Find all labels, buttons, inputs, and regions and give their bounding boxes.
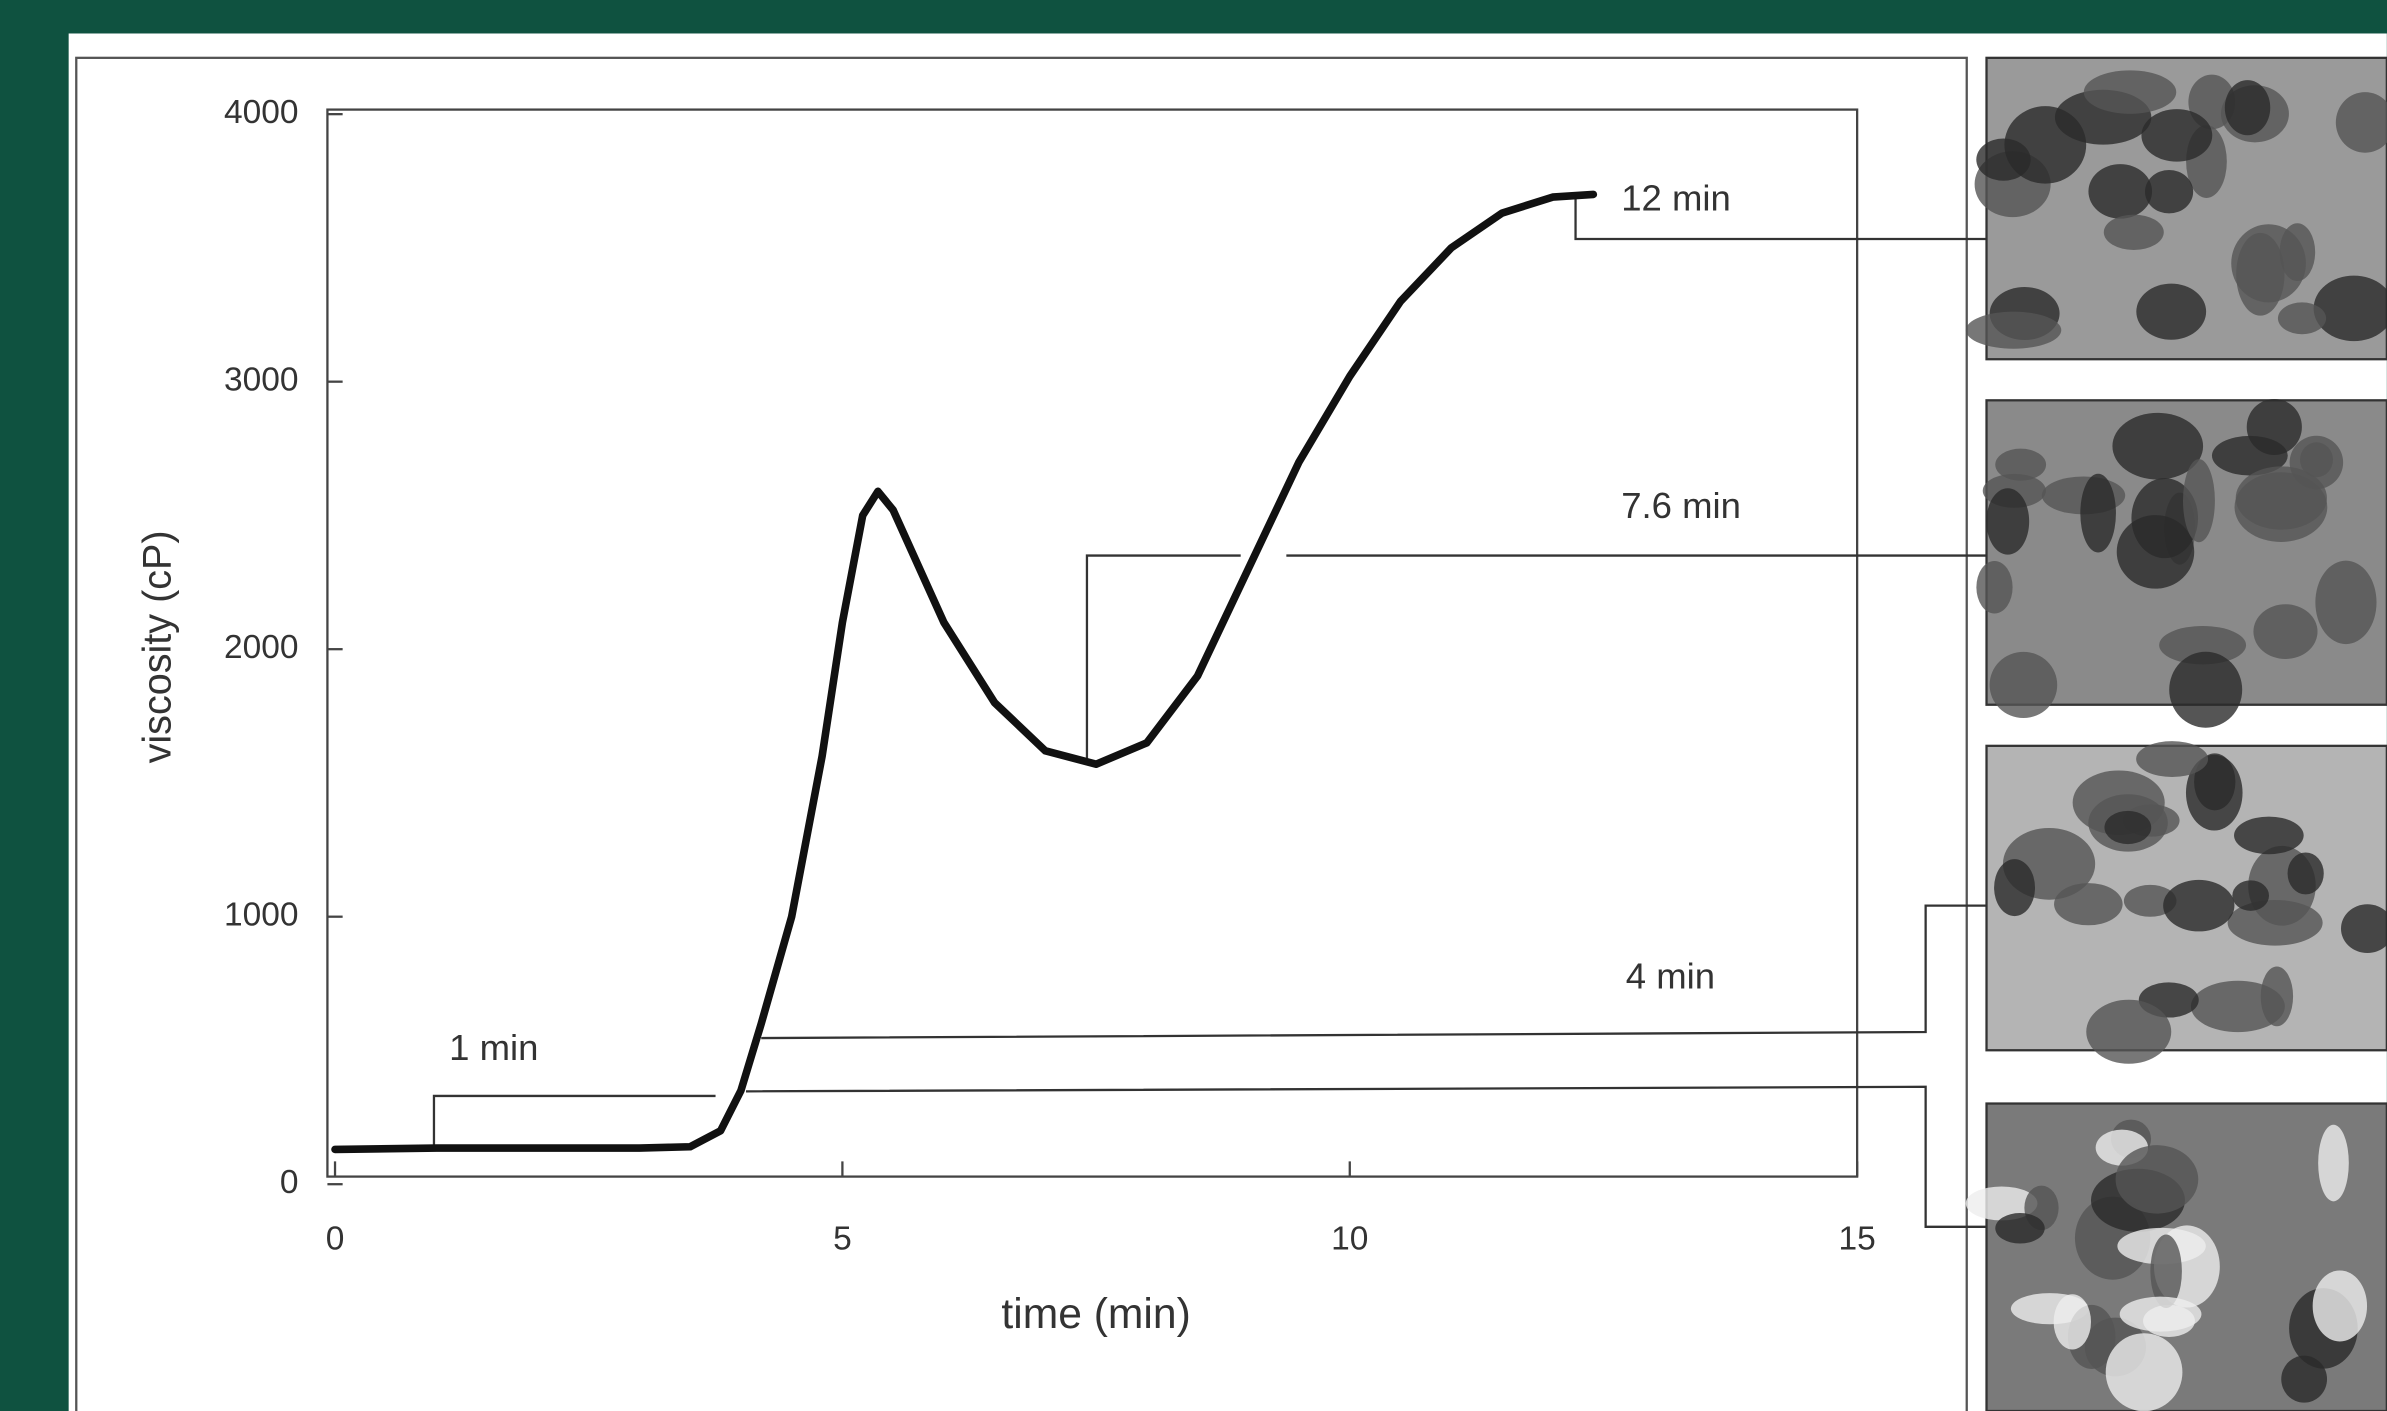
x-axis-label: time (min) xyxy=(1001,1290,1190,1338)
micrograph-blob xyxy=(2136,741,2209,777)
micrograph-blob xyxy=(2104,810,2152,845)
viscosity-line xyxy=(331,190,1598,1154)
micrograph-blob xyxy=(1989,651,2058,719)
annotation: 4 min xyxy=(1626,955,1715,996)
micrograph-blob xyxy=(2136,283,2207,340)
micrograph-blob xyxy=(2312,1270,2368,1342)
leader-7-6min xyxy=(1085,554,1241,762)
x-tick-label: 0 xyxy=(326,1220,345,1257)
x-tick-label: 5 xyxy=(833,1220,852,1257)
annotation: 7.6 min xyxy=(1621,485,1741,526)
micrograph-blob xyxy=(1976,560,2013,614)
micrograph-blob xyxy=(2053,1294,2091,1350)
y-axis-label: viscosity (cP) xyxy=(135,530,179,763)
plot-frame xyxy=(326,108,1859,1178)
micrograph-blob xyxy=(2232,880,2270,911)
micrograph-blob xyxy=(2123,884,2177,917)
micrograph-blob xyxy=(2159,625,2247,665)
micrograph-blob xyxy=(1976,138,2031,181)
micrograph-blob xyxy=(2112,412,2204,480)
leader-1min xyxy=(432,1094,716,1150)
x-tick-label: 15 xyxy=(1839,1220,1876,1257)
micrograph-blob xyxy=(2115,1145,2199,1214)
annotation: 12 min xyxy=(1621,178,1731,219)
micrograph-blob xyxy=(1965,311,2062,349)
micrograph-blob xyxy=(2277,302,2327,335)
micrograph-blob xyxy=(2054,883,2123,926)
micrograph-blob xyxy=(2335,92,2387,153)
leader-4min xyxy=(761,904,1987,1040)
micrograph-blob xyxy=(2211,435,2288,476)
micrograph-blob xyxy=(2119,1296,2202,1332)
leader-1min-right xyxy=(745,1085,1987,1228)
leader-lines xyxy=(432,194,1987,1228)
x-tick-label: 10 xyxy=(1331,1220,1368,1257)
figure-frame xyxy=(75,56,1968,1411)
micrograph-blob xyxy=(2150,1234,2182,1309)
micrograph-blob xyxy=(1995,1213,2045,1244)
micrograph-blob xyxy=(2227,899,2323,946)
micrograph-blob xyxy=(2083,70,2177,114)
micrograph-blob xyxy=(1995,448,2047,481)
micrograph-blob xyxy=(2088,164,2153,219)
micrograph-blob xyxy=(2141,109,2213,162)
micrograph-blob xyxy=(2190,980,2285,1033)
micrograph-blob xyxy=(2281,1355,2328,1403)
leader-12min xyxy=(1574,194,1987,241)
y-tick-label: 1000 xyxy=(224,897,298,934)
micrograph-blob xyxy=(2234,816,2304,855)
micrograph-blob xyxy=(1994,859,2036,917)
y-tick-label: 0 xyxy=(280,1164,299,1201)
y-tick-label: 2000 xyxy=(224,629,298,666)
micrograph-blob xyxy=(2341,904,2387,954)
micrograph-blob xyxy=(2315,560,2377,645)
micrograph-blob xyxy=(2145,170,2194,214)
y-tick-label: 4000 xyxy=(224,94,298,131)
micrograph-blob xyxy=(2103,214,2164,250)
micrograph-blob xyxy=(2080,473,2116,553)
y-tick-label: 3000 xyxy=(224,362,298,399)
annotation: 1 min xyxy=(449,1027,538,1068)
micrograph-blob xyxy=(1965,1186,2038,1221)
micrograph-blob xyxy=(2183,459,2215,543)
micrograph-blob xyxy=(2185,754,2243,831)
micrograph-blob xyxy=(2287,852,2324,895)
micrograph-blob xyxy=(2116,515,2195,589)
micrograph-blob xyxy=(2231,224,2306,303)
micrograph-blob xyxy=(1986,488,2030,555)
micrograph-blob xyxy=(2253,604,2318,660)
micrograph-blob xyxy=(2086,999,2172,1064)
micrograph-blob xyxy=(2169,651,2243,728)
micrograph-blob xyxy=(2289,435,2344,490)
micrograph-blob xyxy=(2224,80,2271,136)
micrograph-blob xyxy=(2105,1333,2183,1411)
micrograph-blob xyxy=(2163,879,2235,932)
micrographs xyxy=(1965,56,2387,1411)
micrograph-blob xyxy=(2318,1124,2349,1202)
micrograph-blob xyxy=(2313,275,2387,342)
